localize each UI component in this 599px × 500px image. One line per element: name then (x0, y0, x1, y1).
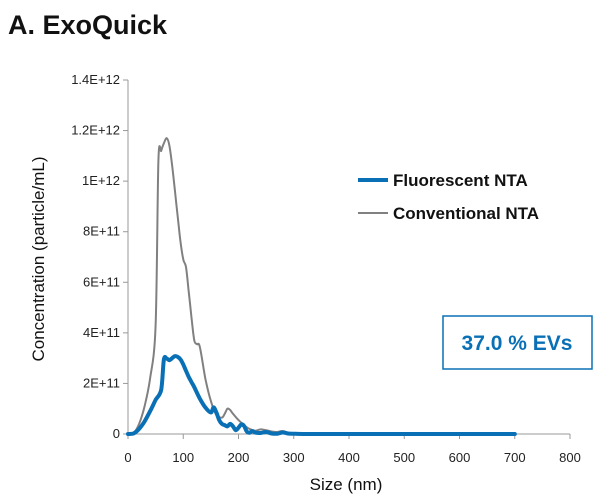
y-tick-label: 2E+11 (83, 375, 120, 390)
x-tick-label: 700 (504, 450, 526, 465)
x-tick-label: 500 (393, 450, 415, 465)
callout-box (442, 315, 593, 370)
y-axis-title: Concentration (particle/mL) (29, 156, 48, 361)
y-tick-label: 4E+11 (83, 325, 120, 340)
x-tick-label: 300 (283, 450, 305, 465)
y-tick-label: 8E+11 (83, 224, 120, 239)
y-tick-label: 0 (113, 426, 120, 441)
callout-text: 37.0 % EVs (462, 332, 573, 355)
axes: 0 2E+11 4E+11 6E+11 8E+11 1E+12 1.2E+12 1.4E+12… (71, 72, 581, 465)
legend-label-fluorescent: Fluorescent NTA (393, 171, 528, 190)
x-tick-label: 400 (338, 450, 360, 465)
x-tick-label: 100 (172, 450, 194, 465)
x-tick-label: 0 (124, 450, 131, 465)
y-tick-label: 1.4E+12 (71, 72, 120, 87)
x-tick-label: 200 (228, 450, 250, 465)
y-tick-label: 1E+12 (82, 173, 120, 188)
x-tick-label: 800 (559, 450, 581, 465)
series-line-fluorescent-nta (126, 354, 517, 436)
series-layer (126, 137, 517, 436)
legend-label-conventional: Conventional NTA (393, 204, 539, 223)
legend: Fluorescent NTA Conventional NTA (358, 171, 539, 223)
y-tick-label: 1.2E+12 (71, 123, 120, 138)
ev-percentage-callout: 37.0 % EVs (442, 315, 593, 370)
x-axis-title: Size (nm) (310, 475, 383, 494)
chart-title: A. ExoQuick (8, 10, 168, 40)
x-tick-label: 600 (449, 450, 471, 465)
y-tick-label: 6E+11 (83, 274, 120, 289)
